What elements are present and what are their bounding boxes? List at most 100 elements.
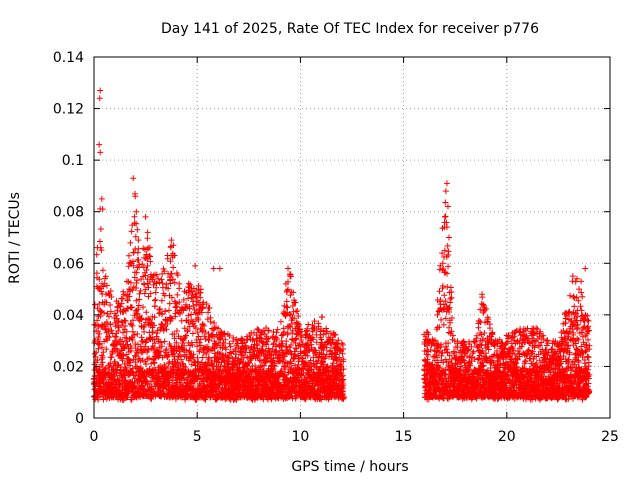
data-point (107, 360, 114, 367)
data-point (98, 288, 105, 295)
data-point (122, 317, 129, 324)
data-point (94, 357, 101, 364)
data-point (156, 352, 163, 359)
data-point (112, 333, 119, 340)
data-point (144, 235, 151, 242)
data-point (166, 379, 173, 386)
data-point (141, 290, 148, 297)
data-point (113, 333, 120, 340)
data-point (126, 293, 133, 300)
data-point (110, 342, 117, 349)
data-point (168, 315, 175, 322)
data-point (150, 356, 157, 363)
data-point (147, 253, 154, 260)
data-point (107, 308, 114, 315)
data-point (158, 343, 165, 350)
data-point (125, 263, 132, 270)
data-point (166, 307, 173, 314)
data-point (117, 303, 124, 310)
data-point (95, 396, 102, 403)
data-point (117, 363, 124, 370)
data-point (97, 225, 104, 232)
data-point (151, 360, 158, 367)
data-point (107, 321, 114, 328)
data-point (137, 315, 144, 322)
data-point (139, 339, 146, 346)
data-point (128, 321, 135, 328)
data-point (132, 233, 139, 240)
data-point (140, 304, 147, 311)
data-point (96, 276, 103, 283)
data-point (153, 280, 160, 287)
data-point (153, 271, 160, 278)
data-point (96, 340, 103, 347)
data-point (121, 317, 128, 324)
data-point (102, 326, 109, 333)
data-point (160, 327, 167, 334)
data-point (170, 264, 177, 271)
data-point (165, 360, 172, 367)
data-point (152, 303, 159, 310)
data-point (163, 281, 170, 288)
data-point (104, 337, 111, 344)
data-point (131, 331, 138, 338)
data-point (136, 290, 143, 297)
data-point (129, 287, 136, 294)
data-point (167, 258, 174, 265)
data-point (105, 313, 112, 320)
data-point (170, 276, 177, 283)
data-point (127, 357, 134, 364)
data-point (129, 328, 136, 335)
data-point (148, 360, 155, 367)
data-point (113, 341, 120, 348)
data-point (151, 340, 158, 347)
data-point (159, 321, 166, 328)
data-point (163, 326, 170, 333)
data-point (100, 309, 107, 316)
data-point (150, 281, 157, 288)
data-point (108, 294, 115, 301)
data-point (154, 327, 161, 334)
data-point (106, 334, 113, 341)
data-point (95, 336, 102, 343)
data-point (120, 288, 127, 295)
data-point (100, 283, 107, 290)
data-point (125, 252, 132, 259)
data-point (152, 296, 159, 303)
data-point (132, 363, 139, 370)
data-point (132, 384, 139, 391)
data-point (156, 344, 163, 351)
data-point (163, 346, 170, 353)
data-point (122, 378, 129, 385)
data-point (132, 353, 139, 360)
data-point (135, 256, 142, 263)
data-point (131, 213, 138, 220)
data-point (142, 361, 149, 368)
data-point (123, 328, 130, 335)
data-point (157, 339, 164, 346)
data-point (115, 324, 122, 331)
data-point (158, 297, 165, 304)
data-point (102, 273, 109, 280)
data-point (146, 244, 153, 251)
data-point (142, 339, 149, 346)
data-point (97, 313, 104, 320)
data-point (122, 322, 129, 329)
data-point (155, 275, 162, 282)
data-point (143, 267, 150, 274)
data-point (151, 314, 158, 321)
data-point (129, 304, 136, 311)
data-point (133, 269, 140, 276)
data-point (102, 365, 109, 372)
data-point (133, 220, 140, 227)
data-point (125, 297, 132, 304)
data-point (145, 284, 152, 291)
data-point (162, 308, 169, 315)
data-point (93, 251, 100, 258)
data-point (143, 373, 150, 380)
data-point (98, 309, 105, 316)
data-point (99, 354, 106, 361)
data-point (98, 247, 105, 254)
